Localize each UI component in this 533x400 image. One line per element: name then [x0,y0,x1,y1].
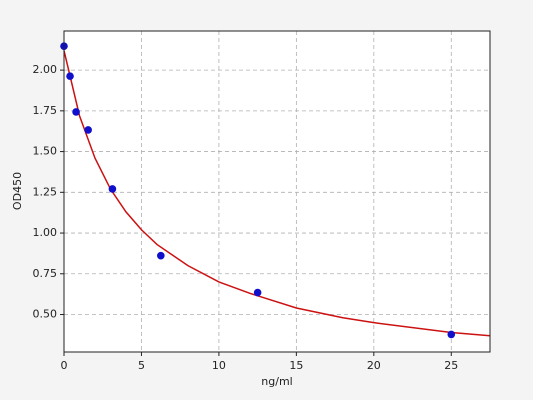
y-tick-label: 1.00 [33,226,58,239]
data-point [66,72,74,80]
y-tick-label: 1.75 [33,104,58,117]
y-tick-label: 1.25 [33,185,58,198]
x-tick-label: 10 [212,359,226,372]
plot-frame [63,30,491,353]
plot-layer [60,31,491,352]
x-axis-label: ng/ml [261,375,292,388]
y-tick-label: 1.50 [33,145,58,158]
data-point [253,288,262,297]
plot-area [64,31,490,352]
data-point [84,126,92,134]
x-tick-label: 5 [138,359,145,372]
x-tick-label: 0 [61,359,68,372]
y-tick-label: 0.75 [33,267,58,280]
fit-curve [63,50,491,337]
x-tick-label: 20 [367,359,381,372]
data-point [447,330,456,339]
y-tick-label: 2.00 [33,63,58,76]
y-tick-label: 0.50 [33,308,58,321]
y-axis-label: OD450 [11,172,24,210]
data-point [108,185,117,193]
x-tick-label: 25 [444,359,458,372]
x-tick-label: 15 [289,359,303,372]
data-point [157,251,165,260]
data-point [72,108,80,116]
